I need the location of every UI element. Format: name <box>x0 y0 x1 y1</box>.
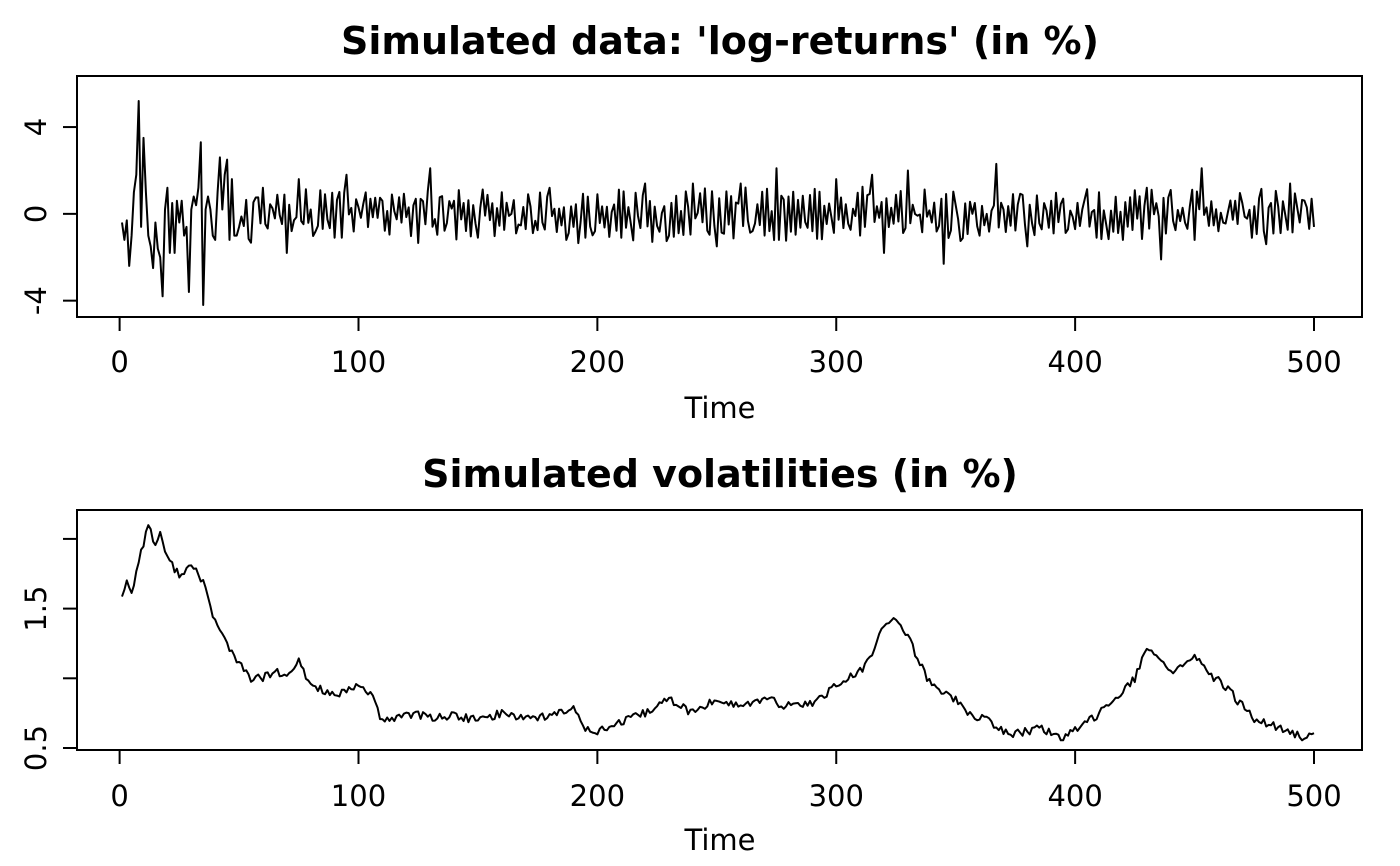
volatilities-x-label: Time <box>684 823 756 857</box>
x-tick-label: 300 <box>809 779 864 813</box>
x-tick-label: 100 <box>331 779 386 813</box>
log-returns-panel: Simulated data: 'log-returns' (in %) 0 10… <box>19 19 1363 425</box>
log-returns-series-line <box>121 100 1315 306</box>
log-returns-y-axis: -4 0 4 <box>19 118 78 315</box>
volatilities-x-axis: 0 100 200 300 400 500 <box>110 749 1342 813</box>
volatilities-panel: Simulated volatilities (in %) 0 100 200 300… <box>19 452 1363 857</box>
y-tick-label: 0.5 <box>19 725 53 771</box>
x-tick-label: 500 <box>1286 779 1341 813</box>
y-tick-label: 0 <box>19 205 53 223</box>
log-returns-x-axis: 0 100 200 300 400 500 <box>110 316 1342 379</box>
volatilities-series-line <box>121 524 1315 742</box>
y-tick-label: -4 <box>19 286 53 315</box>
y-tick-label: 1.5 <box>19 586 53 632</box>
volatilities-title: Simulated volatilities (in %) <box>422 452 1018 496</box>
x-tick-label: 0 <box>110 779 128 813</box>
y-tick-label: 4 <box>19 118 53 136</box>
volatilities-plot-frame <box>76 509 1363 751</box>
x-tick-label: 200 <box>570 345 625 379</box>
x-tick-label: 300 <box>809 345 864 379</box>
x-tick-label: 0 <box>110 345 128 379</box>
x-tick-label: 400 <box>1047 345 1102 379</box>
volatilities-y-axis: 0.5 1.5 <box>19 537 78 771</box>
x-tick-label: 400 <box>1047 779 1102 813</box>
x-tick-label: 500 <box>1286 345 1341 379</box>
x-tick-label: 200 <box>570 779 625 813</box>
log-returns-x-label: Time <box>684 391 756 425</box>
x-tick-label: 100 <box>331 345 386 379</box>
log-returns-title: Simulated data: 'log-returns' (in %) <box>341 19 1099 63</box>
